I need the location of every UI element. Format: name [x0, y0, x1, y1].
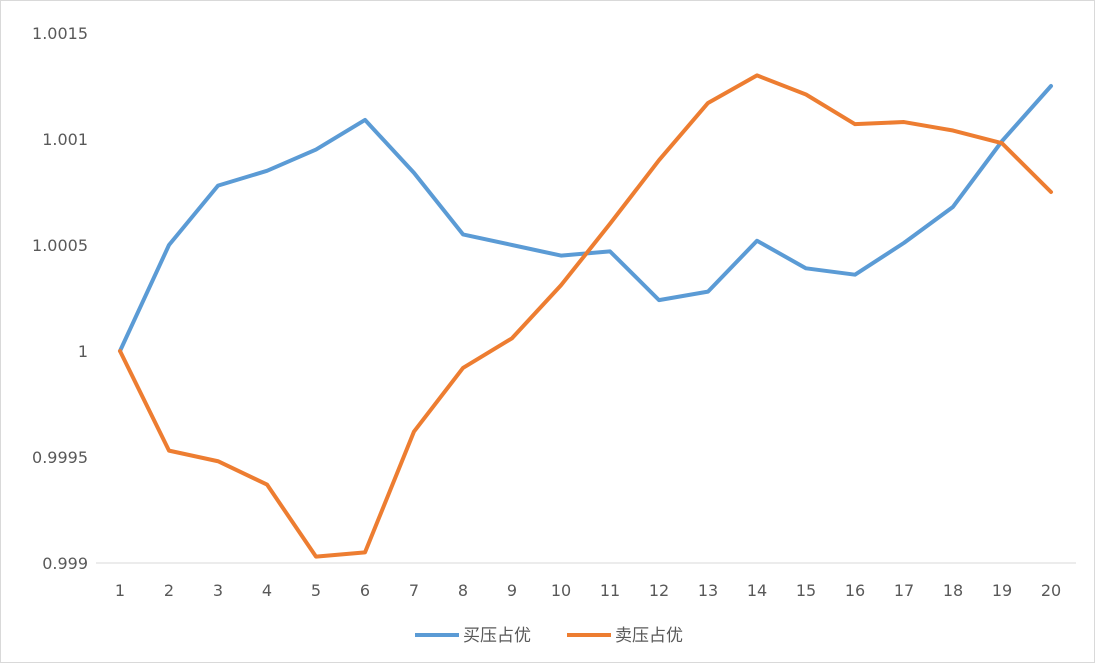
x-tick-label: 6 — [360, 581, 370, 600]
x-tick-label: 14 — [747, 581, 767, 600]
x-tick-label: 11 — [600, 581, 620, 600]
y-tick-label: 1 — [78, 342, 88, 361]
x-tick-label: 1 — [115, 581, 125, 600]
x-tick-label: 18 — [943, 581, 963, 600]
legend-label-2: 卖压占优 — [615, 626, 683, 646]
x-tick-label: 4 — [262, 581, 272, 600]
x-tick-label: 8 — [458, 581, 468, 600]
x-tick-label: 12 — [649, 581, 669, 600]
x-tick-label: 19 — [992, 581, 1012, 600]
x-tick-label: 5 — [311, 581, 321, 600]
x-tick-label: 15 — [796, 581, 816, 600]
x-tick-label: 13 — [698, 581, 718, 600]
series-line-1 — [118, 84, 1053, 353]
x-tick-label: 7 — [409, 581, 419, 600]
y-tick-label: 1.001 — [42, 130, 88, 149]
x-tick-label: 9 — [507, 581, 517, 600]
x-tick-label: 2 — [164, 581, 174, 600]
x-tick-label: 17 — [894, 581, 914, 600]
series-line-2 — [118, 73, 1053, 559]
y-tick-label: 0.999 — [42, 554, 88, 573]
x-tick-label: 20 — [1041, 581, 1061, 600]
x-tick-label: 3 — [213, 581, 223, 600]
y-tick-label: 1.0015 — [32, 24, 88, 43]
legend-label-1: 买压占优 — [463, 626, 531, 646]
y-tick-label: 0.9995 — [32, 448, 88, 467]
y-tick-label: 1.0005 — [32, 236, 88, 255]
x-tick-label: 10 — [551, 581, 571, 600]
x-tick-label: 16 — [845, 581, 865, 600]
